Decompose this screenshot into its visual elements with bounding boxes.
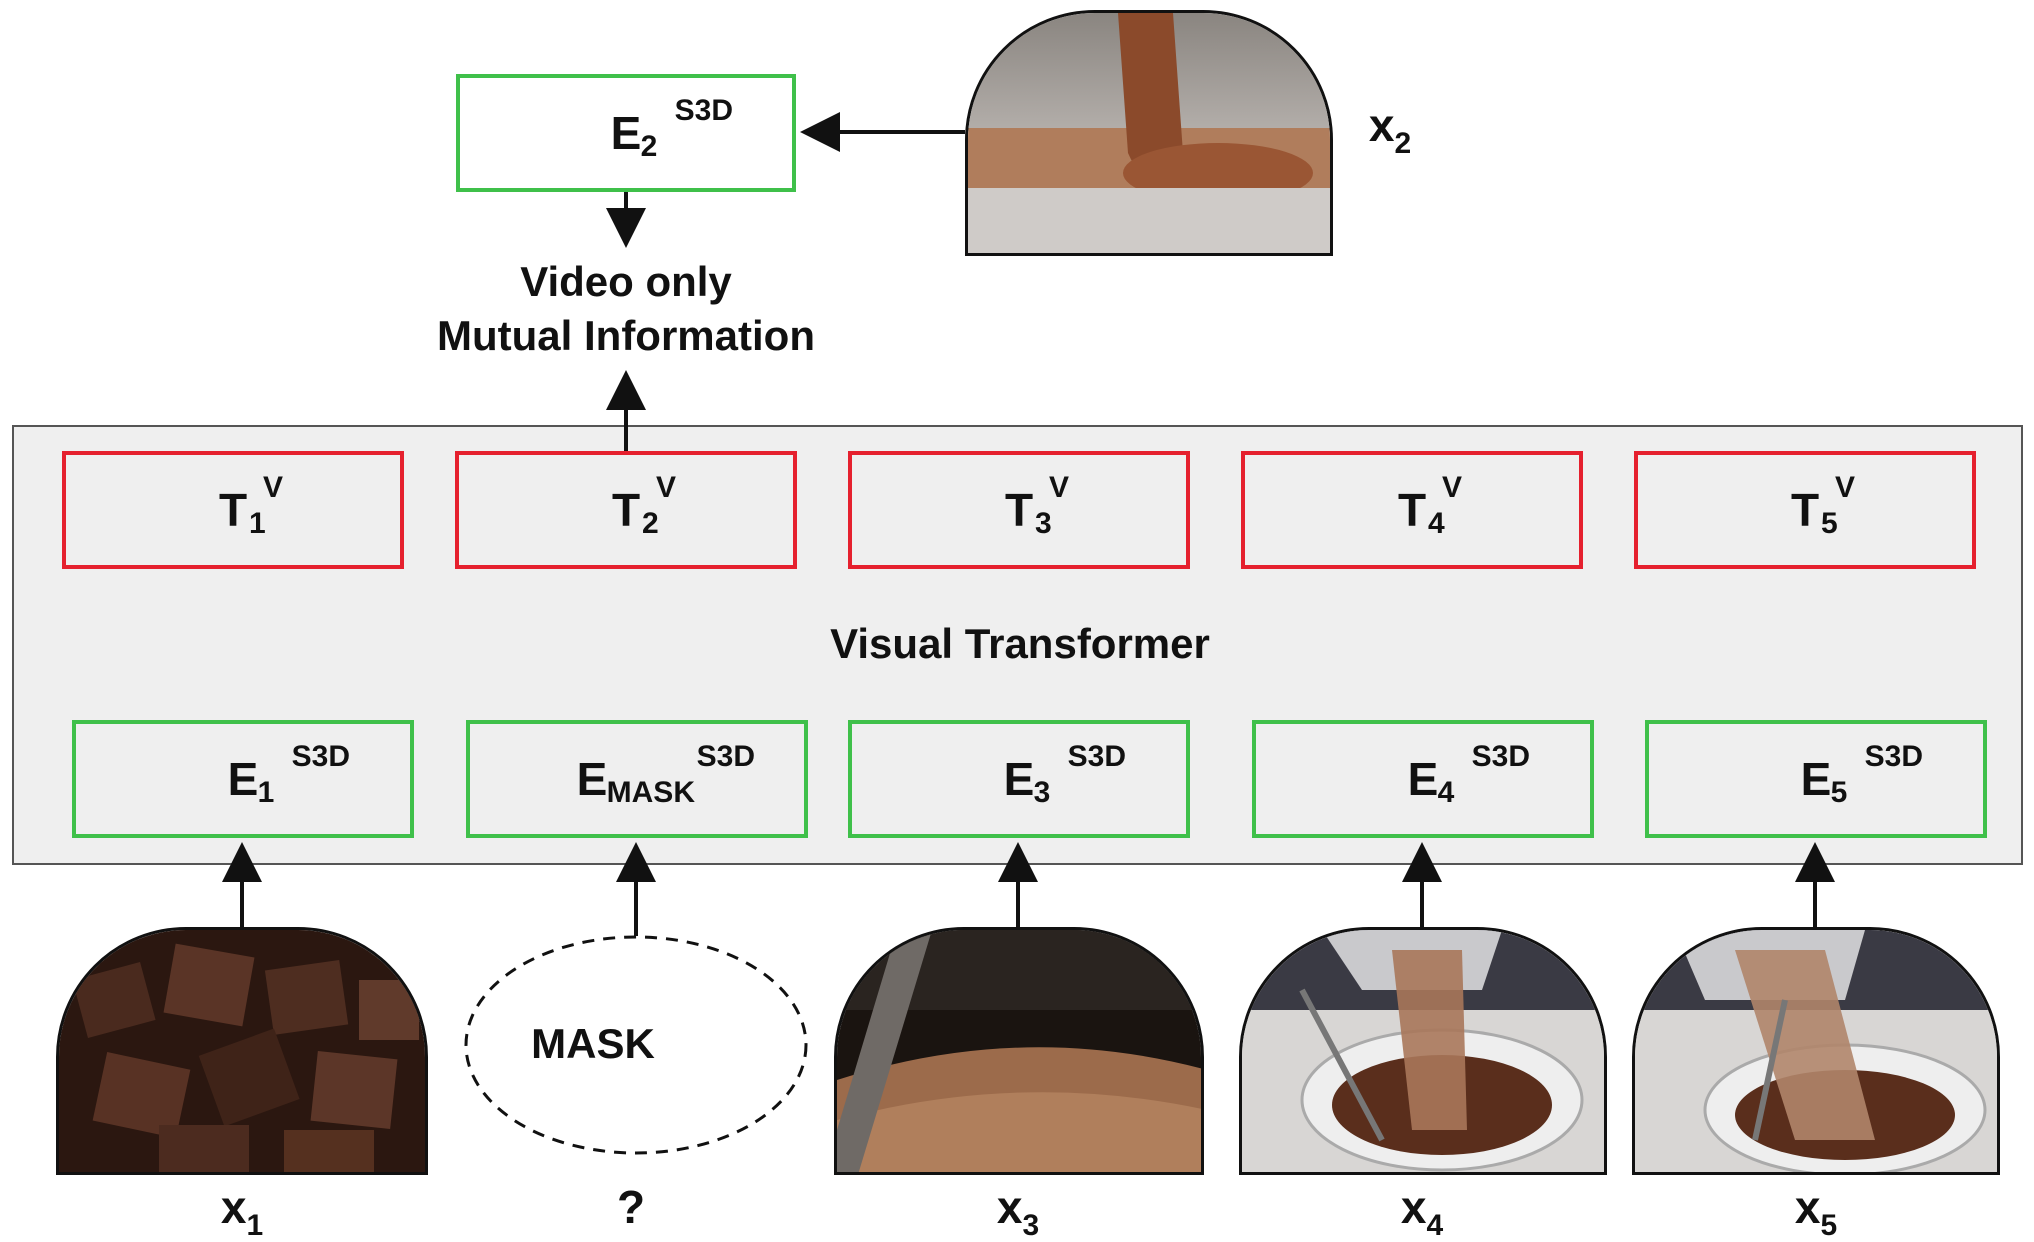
objective-line1: Video only [520,258,732,305]
encoder-5: E 5 S3D [1645,720,1987,838]
input-label-2: ? [616,1181,646,1233]
top-encoder-box: E 2 S3D [456,74,796,192]
objective-line2: Mutual Information [437,312,815,359]
encoder-3: E 3 S3D [848,720,1190,838]
top-encoder-label: E 2 S3D [610,94,734,163]
encoder-1: E 1 S3D [72,720,414,838]
input-label-3: x3 [996,1181,1040,1242]
visual-transformer-title: Visual Transformer [830,620,1210,667]
melted-chocolate-pour-image [968,13,1330,253]
input-frame-1 [56,927,428,1175]
top-input-label: x2 [1368,99,1412,160]
input-frame-4 [1239,927,1607,1175]
cocoa-pour-bowl-image [1635,930,1997,1172]
chopped-chocolate-image [59,930,425,1172]
mask-ellipse [464,935,808,1155]
top-input-frame [965,10,1333,256]
encoder-4: E 4 S3D [1252,720,1594,838]
input-label-1: x1 [220,1181,264,1242]
input-label-5: x5 [1794,1181,1838,1242]
cocoa-pour-bowl-image [1242,930,1604,1172]
input-label-4: x4 [1400,1181,1444,1242]
input-frame-5 [1632,927,2000,1175]
mask-text: MASK [531,1020,655,1067]
encoder-mask: E MASK S3D [466,720,808,838]
